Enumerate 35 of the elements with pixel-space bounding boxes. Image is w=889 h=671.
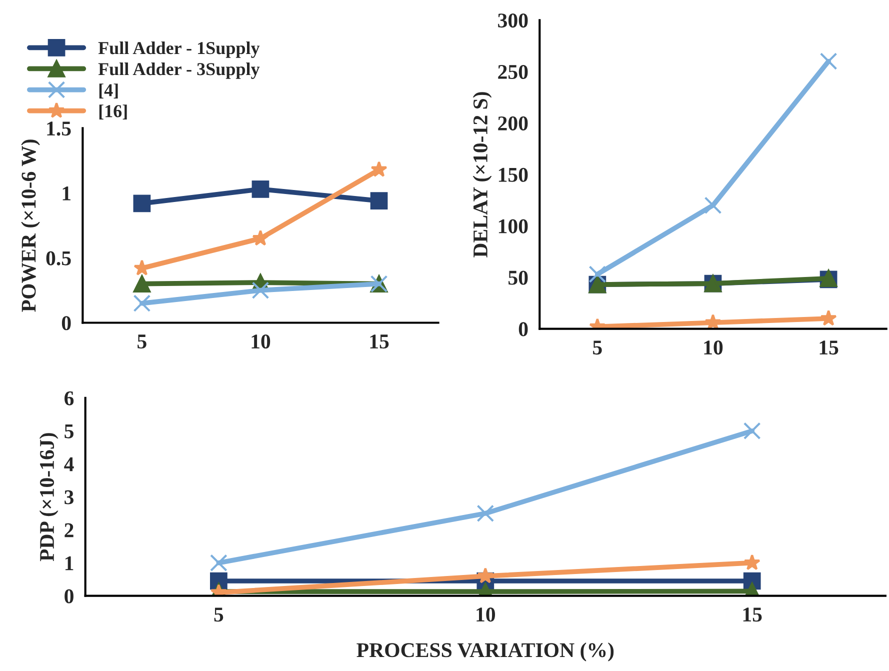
y-tick-label: 5: [64, 424, 74, 438]
y-tick-label: 0: [64, 589, 74, 604]
y-tick-label: 0: [518, 322, 528, 336]
x-axis-title: PROCESS VARIATION (%): [356, 642, 614, 662]
y-tick-label: 200: [498, 116, 528, 130]
x-tick-label: 5: [138, 334, 146, 349]
y-tick-label: 150: [498, 168, 528, 182]
y-tick-label: 1: [62, 186, 70, 200]
x-tick-label: 10: [252, 334, 270, 349]
y-tick-label: 2: [64, 523, 74, 538]
y-tick-label: 0: [62, 316, 71, 330]
x-tick-label: 15: [370, 334, 389, 349]
y-tick-label: 100: [498, 219, 528, 234]
x-tick-label: 10: [476, 608, 496, 622]
x-tick-label: 5: [593, 340, 602, 355]
y-tick-label: 3: [64, 490, 74, 504]
y-tick-label: 4: [64, 457, 74, 472]
x-tick-label: 5: [214, 608, 224, 622]
legend-label: Full Adder - 1Supply: [98, 41, 260, 58]
y-tick-label: 300: [498, 14, 528, 28]
y-tick-label: 250: [498, 64, 528, 80]
x-tick-label: 10: [704, 340, 723, 355]
y-tick-label: 0.5: [46, 251, 71, 266]
y-axis-title: PDP (×10-16J): [39, 433, 58, 562]
y-tick-label: 50: [508, 270, 528, 285]
y-tick-label: 6: [64, 391, 74, 406]
y-tick-label: 1: [65, 556, 74, 570]
y-tick-label: 1.5: [47, 122, 71, 136]
legend-label: [16]: [99, 104, 127, 120]
x-tick-label: 15: [743, 608, 762, 622]
legend-label: Full Adder - 3Supply: [98, 62, 260, 79]
y-axis-title: DELAY (×10-12 S): [472, 92, 492, 258]
legend-label: [4]: [99, 84, 118, 99]
y-axis-title: POWER (×10-6 W): [21, 140, 40, 312]
x-tick-label: 15: [820, 340, 838, 355]
